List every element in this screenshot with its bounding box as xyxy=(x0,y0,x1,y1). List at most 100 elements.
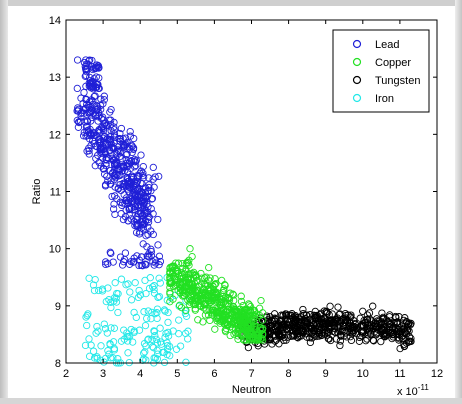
data-point-lead xyxy=(99,145,107,154)
data-point-copper xyxy=(233,307,241,315)
data-point-lead xyxy=(145,253,153,261)
data-point-lead xyxy=(137,167,145,175)
x-tick-label: 2 xyxy=(63,368,69,380)
data-point-tungsten xyxy=(306,334,314,342)
data-point-lead xyxy=(82,95,90,103)
legend-label-lead: Lead xyxy=(375,39,399,51)
data-point-lead xyxy=(94,128,102,136)
data-point-iron xyxy=(153,339,162,347)
x-axis-multiplier: x 10-11 xyxy=(397,383,429,398)
data-point-copper xyxy=(174,259,183,267)
data-point-lead xyxy=(86,56,94,64)
data-point-iron xyxy=(141,321,150,330)
data-point-lead xyxy=(138,253,146,261)
data-point-tungsten xyxy=(386,328,395,337)
data-point-tungsten xyxy=(299,327,308,335)
data-point-tungsten xyxy=(265,333,274,342)
data-point-copper xyxy=(246,312,254,320)
data-point-copper xyxy=(205,263,213,272)
data-point-copper xyxy=(234,335,242,343)
data-point-tungsten xyxy=(317,331,326,339)
data-point-iron xyxy=(141,276,149,285)
data-point-copper xyxy=(250,322,258,330)
data-point-lead xyxy=(100,96,108,104)
data-point-iron xyxy=(114,290,122,298)
data-point-lead xyxy=(143,200,151,208)
data-point-iron xyxy=(132,313,140,322)
data-point-copper xyxy=(201,289,210,297)
data-point-lead xyxy=(116,253,125,261)
data-point-iron xyxy=(142,342,150,350)
data-point-lead xyxy=(123,150,131,158)
data-point-lead xyxy=(155,252,164,260)
data-point-iron xyxy=(106,340,114,348)
data-point-iron xyxy=(103,329,111,337)
data-point-lead xyxy=(152,259,160,267)
data-point-tungsten xyxy=(308,334,316,342)
x-tick-label: 7 xyxy=(248,368,254,380)
data-point-lead xyxy=(92,83,101,92)
data-point-iron xyxy=(123,329,131,337)
data-point-lead xyxy=(85,144,93,152)
data-point-iron xyxy=(150,354,158,362)
data-point-tungsten xyxy=(329,318,337,326)
data-point-lead xyxy=(107,105,115,114)
series-lead xyxy=(73,56,165,270)
data-point-copper xyxy=(213,317,221,325)
data-point-copper xyxy=(199,318,207,326)
data-point-tungsten xyxy=(294,313,302,322)
data-point-iron xyxy=(110,324,119,332)
data-point-copper xyxy=(202,299,210,308)
data-point-tungsten xyxy=(273,322,281,330)
data-point-iron xyxy=(144,307,152,315)
x-tick-label: 4 xyxy=(137,368,143,380)
data-point-copper xyxy=(220,285,228,293)
data-point-lead xyxy=(109,169,117,177)
data-point-tungsten xyxy=(300,311,308,319)
data-point-lead xyxy=(122,155,130,164)
y-tick-label: 10 xyxy=(49,244,61,256)
frame-right-border xyxy=(455,0,462,404)
data-point-copper xyxy=(181,282,190,290)
points-layer xyxy=(73,56,415,367)
data-point-lead xyxy=(125,205,133,213)
data-point-iron xyxy=(131,279,139,287)
data-point-tungsten xyxy=(404,320,412,329)
data-point-lead xyxy=(126,127,134,136)
data-point-lead xyxy=(98,154,107,162)
data-point-lead xyxy=(89,97,97,105)
data-point-lead xyxy=(126,157,134,166)
data-point-copper xyxy=(166,298,174,306)
data-point-iron xyxy=(150,289,159,297)
data-point-lead xyxy=(77,94,85,102)
data-point-copper xyxy=(166,290,174,298)
data-point-tungsten xyxy=(399,325,407,333)
data-point-lead xyxy=(102,161,110,170)
data-point-lead xyxy=(138,262,147,270)
data-point-iron xyxy=(100,358,108,366)
data-point-iron xyxy=(164,341,172,350)
legend-label-copper: Copper xyxy=(375,57,411,69)
data-point-lead xyxy=(132,228,141,237)
data-point-lead xyxy=(103,172,111,180)
data-point-lead xyxy=(151,256,160,264)
data-point-iron xyxy=(136,291,145,299)
frame-left-border xyxy=(0,0,8,404)
data-point-tungsten xyxy=(336,327,344,336)
legend-label-iron: Iron xyxy=(375,93,394,105)
data-point-lead xyxy=(74,123,83,131)
data-point-tungsten xyxy=(347,336,356,345)
data-point-lead xyxy=(131,185,139,194)
data-point-lead xyxy=(149,230,157,239)
data-point-lead xyxy=(109,205,118,213)
data-point-iron xyxy=(101,325,110,333)
data-point-copper xyxy=(188,281,196,289)
data-point-lead xyxy=(125,177,134,185)
data-point-tungsten xyxy=(370,337,378,345)
data-point-iron xyxy=(122,281,130,289)
data-point-copper xyxy=(186,298,194,306)
data-point-tungsten xyxy=(395,313,403,321)
data-point-iron xyxy=(87,341,95,349)
data-point-lead xyxy=(85,150,93,158)
data-point-tungsten xyxy=(357,332,365,340)
